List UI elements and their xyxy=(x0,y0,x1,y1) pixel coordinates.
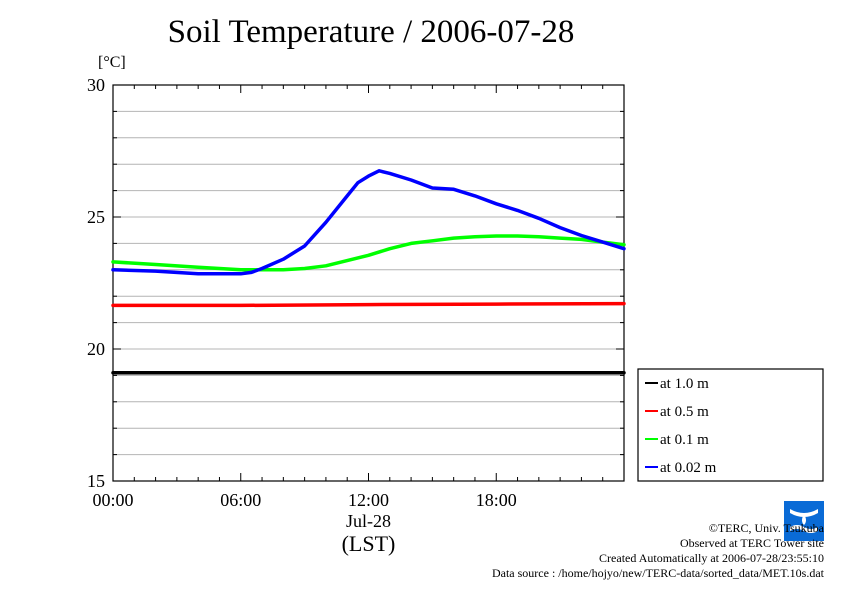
observed-text: Observed at TERC Tower site xyxy=(679,536,824,550)
copyright-text: ©TERC, Univ. Tsukuba xyxy=(708,521,824,535)
legend-label: at 0.02 m xyxy=(660,460,717,476)
x-timezone-label: (LST) xyxy=(342,531,396,556)
legend-label: at 0.5 m xyxy=(660,404,709,420)
x-tick-label: 00:00 xyxy=(92,490,133,510)
created-text: Created Automatically at 2006-07-28/23:5… xyxy=(599,551,824,565)
source-text: Data source : /home/hojyo/new/TERC-data/… xyxy=(491,566,824,580)
series-line-1 xyxy=(111,301,626,308)
terc-logo-icon xyxy=(784,501,824,541)
y-tick-label: 15 xyxy=(87,471,105,491)
legend-label: at 1.0 m xyxy=(660,376,709,392)
plot-frame xyxy=(112,84,625,482)
chart-title: Soil Temperature / 2006-07-28 xyxy=(167,14,575,50)
y-tick-label: 25 xyxy=(87,207,105,227)
y-tick-label: 20 xyxy=(87,339,105,359)
y-unit-label: [°C] xyxy=(98,54,126,71)
x-tick-label: 18:00 xyxy=(476,490,517,510)
x-tick-label: 12:00 xyxy=(348,490,389,510)
series-line-2 xyxy=(111,234,626,272)
legend-label: at 0.1 m xyxy=(660,432,709,448)
y-tick-label: 30 xyxy=(87,75,105,95)
legend-box xyxy=(637,368,824,482)
credits-block: ©TERC, Univ. Tsukuba Observed at TERC To… xyxy=(492,521,824,581)
x-date-label: Jul-28 xyxy=(346,511,391,531)
series-line-3 xyxy=(111,169,626,276)
x-tick-label: 06:00 xyxy=(220,490,261,510)
